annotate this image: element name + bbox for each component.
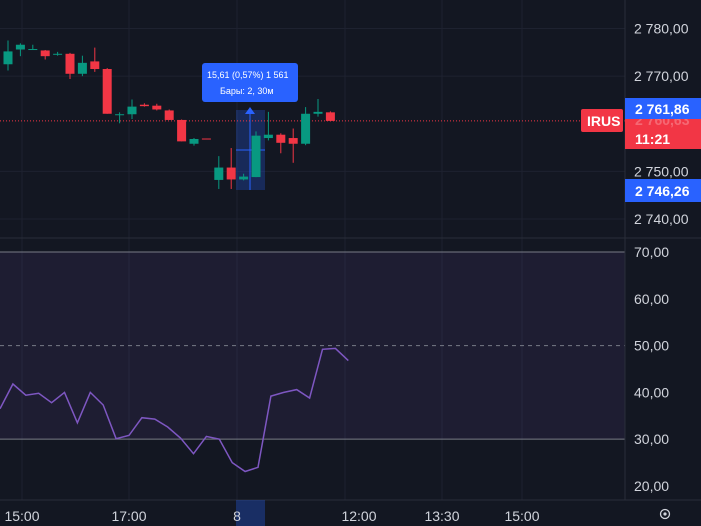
candle-body <box>313 111 323 114</box>
symbol-label-box[interactable] <box>581 109 623 132</box>
candle-body <box>15 44 25 50</box>
range-low-label: 2 746,26 <box>635 183 690 199</box>
candle-body <box>239 176 249 180</box>
candle-body <box>263 134 273 139</box>
time-label-1330: 13:30 <box>424 508 459 524</box>
rsi-tick-label: 70,00 <box>634 244 669 260</box>
symbol-label: IRUS <box>587 113 620 129</box>
candle-body <box>90 61 100 70</box>
candle-body <box>139 104 149 107</box>
price-scale[interactable]: 2 780,00 2 770,00 2 750,00 2 740,00 <box>634 21 689 227</box>
rsi-tick-label: 40,00 <box>634 384 669 400</box>
price-tick-label: 2 780,00 <box>634 21 689 37</box>
candlestick-series[interactable] <box>3 40 335 189</box>
candle-body <box>28 49 38 51</box>
rsi-line[interactable] <box>0 347 349 473</box>
time-label-1500b: 15:00 <box>504 508 539 524</box>
rsi-tick-label: 20,00 <box>634 478 669 494</box>
gear-icon[interactable] <box>659 508 671 520</box>
rsi-tick-label: 60,00 <box>634 291 669 307</box>
time-label-1700: 17:00 <box>111 508 146 524</box>
candle-body <box>53 53 63 55</box>
rsi-tick-label: 30,00 <box>634 431 669 447</box>
candle-body <box>301 113 311 144</box>
candle-body <box>251 135 261 178</box>
candle-body <box>164 110 174 120</box>
candle-body <box>77 62 87 74</box>
price-tick-label: 2 770,00 <box>634 68 689 84</box>
candle-body <box>189 138 199 144</box>
time-label-1500: 15:00 <box>4 508 39 524</box>
candle-body <box>102 69 112 114</box>
rsi-tick-label: 50,00 <box>634 338 669 354</box>
last-price-label: 2 761,86 <box>635 101 690 117</box>
candle-body <box>3 51 13 65</box>
candle-body <box>115 114 125 116</box>
measure-arrow-icon <box>245 107 255 114</box>
candle-body <box>276 134 286 143</box>
candle-body <box>177 119 187 142</box>
rsi-scale[interactable]: 70,00 60,00 50,00 40,00 30,00 20,00 <box>634 244 669 494</box>
candle-body <box>127 106 137 115</box>
time-axis-highlight <box>236 500 265 526</box>
candle-body <box>201 138 211 140</box>
price-tick-label: 2 750,00 <box>634 163 689 179</box>
measure-tooltip: 15,61 (0,57%) 1 561 Бары: 2, 30м <box>202 63 298 102</box>
candle-body <box>214 167 224 180</box>
time-label-day8: 8 <box>233 508 241 524</box>
measure-tooltip-line2: Бары: 2, 30м <box>220 86 274 96</box>
candle-body <box>325 112 335 121</box>
time-axis[interactable]: 15:00 17:00 8 12:00 13:30 15:00 <box>4 508 539 524</box>
candle-body <box>152 105 162 110</box>
time-label-1200: 12:00 <box>341 508 376 524</box>
range-low-badge <box>625 179 701 202</box>
candle-body <box>226 167 236 180</box>
candle-body <box>40 50 50 57</box>
measure-tooltip-line1: 15,61 (0,57%) 1 561 <box>207 70 289 80</box>
last-price-cover <box>625 98 701 119</box>
price-tick-label: 2 740,00 <box>634 211 689 227</box>
candle-body <box>288 138 298 144</box>
countdown-label: 11:21 <box>635 131 670 147</box>
candle-body <box>65 53 75 74</box>
measure-tooltip-box <box>202 63 298 102</box>
